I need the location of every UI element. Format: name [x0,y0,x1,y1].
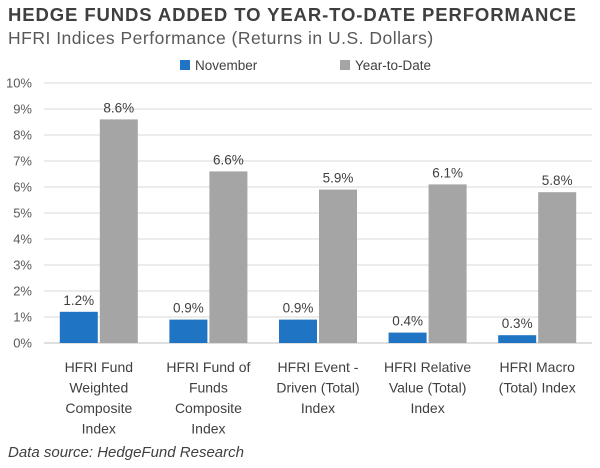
legend-november-label: November [195,58,258,73]
x-category-label: Funds [189,380,228,396]
x-category-label: Index [191,421,225,437]
data-source-note: Data source: HedgeFund Research [8,444,244,461]
x-category-label: Value (Total) [389,380,467,396]
y-tick-label: 10% [6,76,32,91]
x-axis-categories: HFRI Fund Weighted Composite Index HFRI Fund… [65,359,576,437]
x-category-label: Composite [175,400,242,416]
data-labels: 1.2% 8.6% 0.9% 6.6% 0.9% 5.9% 0.4% 6.1% 0.3% 5.8% [63,100,572,331]
y-tick-label: 3% [13,258,32,273]
legend: November Year-to-Date [180,58,431,73]
x-category-label: Composite [65,400,132,416]
data-label: 5.8% [542,173,573,188]
x-category-label: Driven (Total) [276,380,359,396]
legend-november-swatch [180,60,190,70]
bar-november [59,311,98,343]
y-tick-label: 1% [13,310,32,325]
x-category-label: HFRI Event - [278,359,359,375]
y-tick-label: 7% [13,154,32,169]
bar-november [169,319,208,343]
y-tick-label: 5% [13,206,32,221]
data-label: 6.1% [432,165,463,180]
bar-year-to-date [428,184,467,343]
y-tick-label: 2% [13,284,32,299]
bar-year-to-date [319,189,357,343]
x-category-label: Index [410,400,444,416]
x-category-label: HFRI Fund of [166,359,250,375]
bar-november [279,319,317,343]
data-label: 0.3% [502,316,533,331]
data-label: 0.9% [283,301,314,316]
legend-year-to-date-swatch [340,60,350,70]
data-label: 8.6% [103,100,134,115]
x-category-label: Index [301,400,335,416]
y-tick-label: 8% [13,128,32,143]
y-tick-label: 6% [13,180,32,195]
bars [59,119,577,344]
data-label: 0.4% [392,314,423,329]
data-label: 0.9% [173,301,204,316]
legend-year-to-date-label: Year-to-Date [355,58,431,73]
bar-november [498,335,537,343]
bar-november [388,332,427,343]
y-axis-ticks: 0% 1% 2% 3% 4% 5% 6% 7% 8% 9% 10% [6,76,32,351]
x-category-label: (Total) Index [499,380,576,396]
chart-subtitle: HFRI Indices Performance (Returns in U.S… [8,28,434,48]
x-category-label: Index [82,421,116,437]
chart-title: HEDGE FUNDS ADDED TO YEAR-TO-DATE PERFOR… [8,4,577,25]
y-tick-label: 9% [13,102,32,117]
data-label: 1.2% [63,293,94,308]
x-category-label: HFRI Fund [65,359,133,375]
x-category-label: HFRI Macro [499,359,575,375]
data-label: 5.9% [323,171,354,186]
data-label: 6.6% [213,152,244,167]
x-category-label: HFRI Relative [384,359,471,375]
bar-year-to-date [209,171,248,343]
bar-year-to-date [538,192,577,343]
y-tick-label: 4% [13,232,32,247]
y-tick-label: 0% [13,336,32,351]
bar-year-to-date [99,119,138,344]
x-category-label: Weighted [69,380,128,396]
